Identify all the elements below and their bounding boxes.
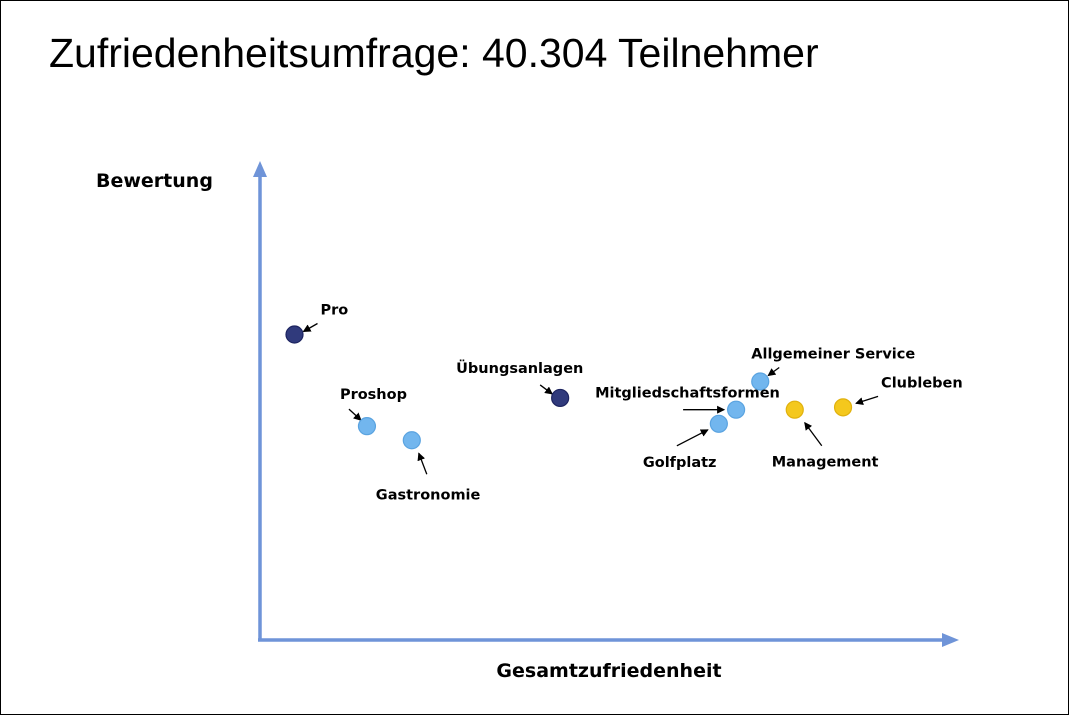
arrow-uebungsanlagen <box>539 384 553 395</box>
arrow-management <box>804 421 823 447</box>
slide-title: Zufriedenheitsumfrage: 40.304 Teilnehmer <box>49 30 819 76</box>
arrow-pro <box>302 322 318 333</box>
label-uebungsanlagen: Übungsanlagen <box>456 359 583 377</box>
point-gastronomie <box>402 431 421 450</box>
label-proshop: Proshop <box>340 387 407 403</box>
label-clubleben: Clubleben <box>881 375 963 391</box>
arrow-clubleben <box>855 395 879 406</box>
arrow-golfplatz <box>676 429 709 447</box>
y-axis-arrowhead <box>253 161 267 177</box>
label-golfplatz: Golfplatz <box>643 455 717 471</box>
x-axis-label: Gesamtzufriedenheit <box>496 660 721 682</box>
arrow-allgemeiner-service <box>767 366 780 377</box>
point-uebungsanlagen <box>551 388 570 408</box>
label-gastronomie: Gastronomie <box>376 487 481 503</box>
arrow-gastronomie <box>417 452 428 475</box>
point-proshop <box>357 417 377 436</box>
point-pro <box>285 325 304 344</box>
label-management: Management <box>772 455 879 471</box>
point-management <box>785 400 804 419</box>
point-clubleben <box>833 398 853 417</box>
label-mitgliedschaftsformen: Mitgliedschaftsformen <box>595 386 780 402</box>
point-allgemeiner-service <box>751 372 770 391</box>
label-pro: Pro <box>321 303 349 319</box>
arrow-proshop <box>348 408 362 421</box>
y-axis-label: Bewertung <box>96 170 213 192</box>
label-allgemeiner-service: Allgemeiner Service <box>751 347 915 363</box>
x-axis-arrowhead <box>942 633 959 647</box>
point-mitgliedschaftsformen <box>726 400 746 419</box>
point-golfplatz <box>709 414 728 433</box>
